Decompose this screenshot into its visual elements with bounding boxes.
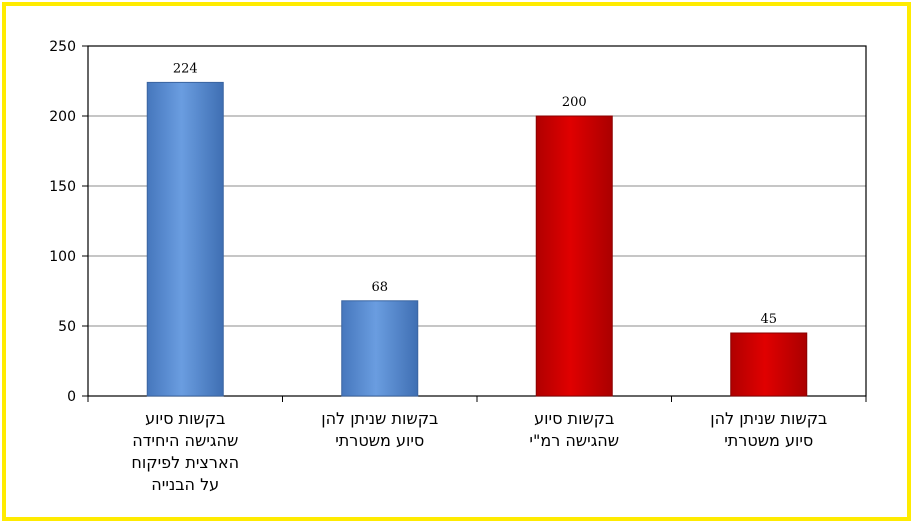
x-category-label: סיוע משטרתי [335,431,424,450]
x-category-label: בקשות שניתן להן [710,409,827,428]
bar [146,81,224,397]
x-category-label: בקשות סיוע [145,409,225,428]
data-label: 68 [371,280,388,295]
bar [730,332,808,397]
data-label: 200 [562,95,587,110]
x-category-label: הארצית לפיקוח [131,453,239,472]
data-label: 224 [173,61,198,76]
x-category-label: בקשות שניתן להן [321,409,438,428]
data-label: 45 [760,312,777,327]
bar [535,115,613,397]
y-tick-label: 0 [67,389,76,405]
y-tick-label: 100 [49,249,76,265]
y-tick-label: 150 [49,179,76,195]
y-tick-label: 200 [49,109,76,125]
x-category-label: שהגישה היחידה [132,431,238,450]
y-tick-label: 50 [58,319,76,335]
y-tick-label: 250 [49,39,76,55]
bar [341,300,419,397]
bars [146,81,808,397]
x-category-label: בקשות סיוע [534,409,614,428]
x-category-label: שהגישה רמ"י [529,431,619,450]
x-category-label: על הבנייה [151,475,219,494]
labels: 0 50 100 150 200 250 224 בקשות סיוע שהגישה היחיד… [49,39,827,494]
axes [82,45,867,402]
x-category-label: סיוע משטרתי [724,431,813,450]
